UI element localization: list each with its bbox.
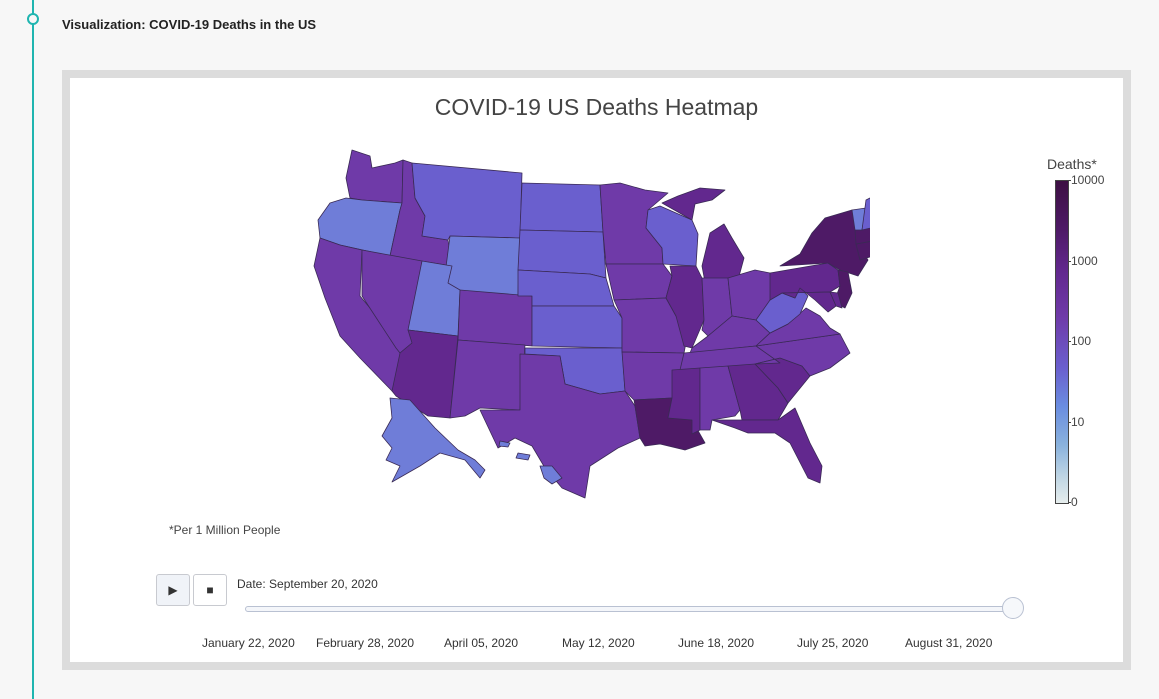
state-michigan[interactable] [701, 223, 745, 283]
state-delaware[interactable] [829, 291, 843, 309]
slider-tick-label[interactable]: January 22, 2020 [202, 636, 295, 650]
slider-tick-label[interactable]: February 28, 2020 [316, 636, 415, 650]
visualization-frame: COVID-19 US Deaths Heatmap [62, 70, 1131, 670]
colorbar-tickmark [1068, 341, 1071, 342]
play-icon: ▶ [168, 583, 178, 597]
chart-title: COVID-19 US Deaths Heatmap [434, 94, 759, 120]
colorbar-tick-label: 100 [1071, 334, 1092, 348]
state-massachusetts[interactable] [854, 226, 870, 245]
colorbar [1055, 180, 1069, 504]
colorbar-tickmark [1068, 261, 1071, 262]
colorbar-tick-label: 1000 [1071, 254, 1098, 268]
colorbar-tick-label: 10 [1071, 415, 1085, 429]
footnote: *Per 1 Million People [169, 523, 281, 537]
section-title: Visualization: COVID-19 Deaths in the US [62, 17, 317, 32]
date-slider-track[interactable] [245, 606, 1017, 612]
state-new-mexico[interactable] [449, 339, 526, 419]
slider-tick-label[interactable]: June 18, 2020 [678, 636, 755, 650]
state-new-hampshire[interactable] [861, 196, 870, 231]
date-slider-handle[interactable] [1002, 597, 1024, 619]
colorbar-tickmark [1068, 422, 1071, 423]
stop-icon: ■ [206, 583, 214, 597]
timeline-node-icon [27, 13, 39, 25]
slider-tick-label[interactable]: August 31, 2020 [905, 636, 993, 650]
state-alaska[interactable] [381, 397, 486, 483]
state-illinois[interactable] [665, 265, 705, 349]
state-north-carolina[interactable] [754, 333, 851, 377]
colorbar-tickmark [1068, 502, 1071, 503]
state-connecticut[interactable] [855, 240, 870, 261]
colorbar-title: Deaths* [1047, 156, 1097, 172]
state-florida[interactable] [711, 407, 823, 484]
chart-panel: COVID-19 US Deaths Heatmap [70, 78, 1123, 662]
state-iowa[interactable] [605, 263, 673, 301]
colorbar-tick-label: 10000 [1071, 173, 1105, 187]
stop-button[interactable]: ■ [193, 574, 227, 606]
state-montana[interactable] [411, 162, 523, 241]
state-hawaii[interactable] [498, 440, 563, 485]
slider-tick-label[interactable]: April 05, 2020 [444, 636, 519, 650]
state-colorado[interactable] [457, 289, 533, 347]
timeline-line [32, 0, 34, 699]
state-kansas[interactable] [531, 305, 623, 349]
state-texas[interactable] [479, 353, 641, 499]
slider-tick-label[interactable]: July 25, 2020 [797, 636, 869, 650]
state-michigan-up[interactable] [661, 187, 726, 221]
play-button[interactable]: ▶ [156, 574, 190, 606]
state-washington[interactable] [345, 149, 404, 204]
us-choropleth-map[interactable] [300, 148, 870, 508]
current-date-label: Date: September 20, 2020 [237, 577, 378, 591]
state-north-dakota[interactable] [519, 182, 604, 233]
slider-tick-label[interactable]: May 12, 2020 [562, 636, 635, 650]
colorbar-tick-label: 0 [1071, 495, 1078, 509]
colorbar-tickmark [1068, 180, 1071, 181]
